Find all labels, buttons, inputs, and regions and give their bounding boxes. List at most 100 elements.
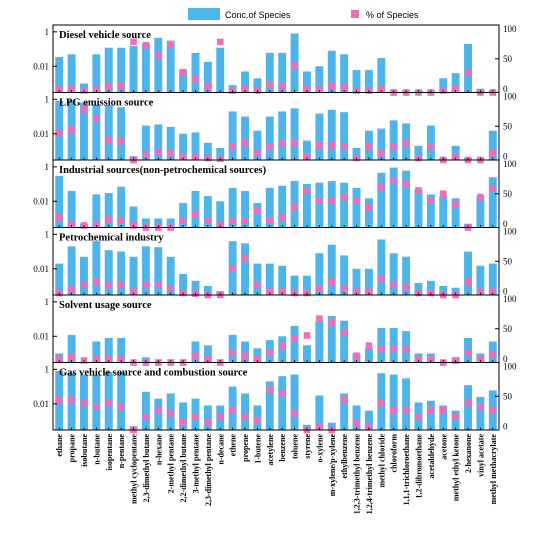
pct-marker-n-hexane — [155, 148, 162, 156]
right-tick-label: 0 — [503, 152, 508, 162]
bar-propane: propane: 0.05 — [67, 54, 76, 93]
pct-marker-m-xylene-p-xylene — [328, 82, 336, 90]
bar-o-xylene: o-xylene: 0.01 — [315, 66, 324, 93]
bar-3-methyl-pentane: 3-methyl pentane: 0.06 — [191, 52, 200, 93]
pct-marker-propane — [68, 220, 75, 228]
pct-marker-2-3-dimethyl-pentane — [204, 355, 212, 363]
panel-2: ethane: 0.8propane: 0.9isobutane: 0.65n-… — [33, 92, 517, 164]
pct-marker-isopentane — [105, 355, 113, 363]
bar-benzene: benzene: 0.06 — [278, 52, 287, 93]
pct-marker-benzene — [278, 288, 286, 295]
pct-marker-3-methyl-pentane — [192, 210, 199, 218]
panel-4: ethane: 0.02propane: 0.2 isobutane: 0.05 n… — [33, 227, 517, 299]
bar-styrene: styrene: 0.005 — [303, 71, 311, 93]
panel-5: ethane: 0.001propane: 0.012isobutane: 0.… — [33, 294, 517, 366]
pct-marker-styrene — [303, 332, 311, 339]
pct-marker-1-2-4-trimethyl-benzene — [365, 288, 373, 295]
bar-vinyl-acetate: vinyl acetate: 0.015 — [476, 265, 485, 295]
bar-styrene: styrene: 0.003 — [303, 345, 311, 363]
pct-marker-n-pentane — [117, 217, 125, 225]
left-tick-label: 1 — [45, 297, 50, 307]
category-label-1-2-3-trimethyl-benzene: 1,2,3-trimethyl benzene — [353, 434, 362, 515]
legend-marker-swatch — [351, 10, 359, 18]
category-label-toluene: toluene — [291, 434, 300, 459]
bar-2-methyl-pentane: 2-methyl pentane: 0.3 — [166, 40, 175, 93]
category-label-n-hexane: n-hexane — [154, 434, 163, 466]
category-label-chloroform: chloroform — [390, 434, 399, 473]
pct-marker-propene — [241, 85, 249, 93]
pct-marker-chloroform — [390, 281, 397, 289]
pct-marker-methyl-ethyl-ketone — [452, 153, 459, 160]
pct-marker-2-hexanone — [464, 278, 472, 285]
pct-marker-ethene — [229, 143, 236, 150]
pct-marker-methyl-methacrylate — [489, 406, 497, 414]
pct-marker-1-2-4-trimethyl-benzene — [365, 203, 373, 211]
pct-marker-propane — [68, 353, 75, 361]
pct-marker-1-2-dibromoethane — [415, 187, 422, 194]
bar-2-methyl-pentane: 2-methyl pentane: 0.025 — [166, 126, 175, 160]
pct-marker-vinyl-acetate — [477, 355, 484, 363]
right-tick-label: 50 — [503, 121, 513, 131]
bar-benzene: benzene: 0.01 — [278, 336, 287, 363]
pct-marker-1-1-1-trichloroethane — [402, 345, 410, 353]
bar-n-butane: n-butane: 0.5 — [92, 374, 101, 430]
bar-toluene: toluene: 0.3 — [290, 108, 299, 160]
bar-n-pentane: n-pentane: 0.12 — [117, 47, 126, 93]
bar-vinyl-acetate: vinyl acetate: 0.025 — [476, 396, 485, 430]
pct-marker-o-xylene — [316, 141, 323, 149]
category-label-vinyl-acetate: vinyl acetate — [476, 434, 485, 477]
category-label-1-2-dibromoethane: 1,2-dibromoethane — [414, 434, 423, 499]
pct-marker-1-2-3-trimethyl-benzene — [353, 288, 360, 295]
panel-title: Petrochemical industry — [59, 233, 164, 244]
bar-n-pentane: n-pentane: 0.35 — [117, 107, 126, 160]
pct-marker-2-2-dimethyl-butane — [179, 217, 187, 225]
bar-styrene: styrene: 0.004 — [303, 140, 311, 160]
bar-n-butane: n-butane: 0.4 — [92, 241, 101, 295]
pct-marker-1-2-dibromoethane — [415, 355, 422, 363]
bar-isopentane: isopentane: 0.12 — [104, 47, 113, 93]
bar-methyl-chloride: methyl chloride: 0.5 — [377, 239, 386, 295]
bar-1-1-1-trichloroethane: 1,1,1-trichloroethane: 0.6 — [402, 170, 411, 228]
pct-marker-m-xylene-p-xylene — [328, 278, 336, 285]
pct-marker-acetone — [439, 190, 447, 198]
pct-marker-n-butane — [93, 403, 100, 410]
bar-styrene: styrene: 0.004 — [303, 275, 311, 295]
bar-1-2-3-trimethyl-benzene: 1,2,3-trimethyl benzene: 0.0015 — [352, 147, 361, 160]
pct-marker-methyl-ethyl-ketone — [452, 413, 459, 420]
pct-marker-toluene — [291, 62, 298, 69]
category-label-propane: propane — [68, 434, 77, 463]
right-tick-label: 100 — [503, 92, 517, 102]
pct-marker-acetylene — [266, 81, 274, 88]
pct-marker-methyl-ethyl-ketone — [452, 200, 459, 208]
bar-methyl-cyclopentane: methyl cyclopentane: 0.05 — [129, 256, 138, 295]
panel-title: Industrial sources(non-petrochemical sou… — [59, 165, 267, 176]
bar-acetaldehyde: acetaldehyde: 0.025 — [426, 194, 435, 228]
category-label-acetone: acetone — [439, 434, 448, 460]
pct-marker-o-xylene — [316, 197, 323, 204]
bar-propene: propene: 0.04 — [241, 393, 249, 430]
bar-m-xylene-p-xylene: m-xylene/p-xylene: 0.25 — [327, 109, 336, 160]
pct-marker-1-2-dibromoethane — [415, 413, 422, 420]
pct-marker-1-2-4-trimethyl-benzene — [365, 143, 373, 150]
bar-1-2-4-trimethyl-benzene: 1,2,4-trimethyl benzene: 0.002 — [364, 348, 373, 363]
pct-marker-propene — [241, 352, 249, 360]
right-tick-label: 50 — [503, 391, 513, 401]
right-tick-label: 50 — [503, 54, 513, 64]
pct-marker-methyl-methacrylate — [489, 288, 497, 295]
pct-marker-ethane — [55, 355, 63, 363]
bar-2-methyl-pentane: 2-methyl pentane: 0.05 — [166, 256, 175, 295]
bar-acetylene: acetylene: 0.1 — [265, 116, 274, 160]
bar-o-xylene: o-xylene: 0.03 — [315, 395, 324, 430]
bar-3-methyl-pentane: 3-methyl pentane: 0.002 — [191, 280, 200, 295]
bar-methyl-ethyl-ketone: methyl ethyl ketone: 0.004 — [451, 73, 460, 93]
pct-marker-3-methyl-pentane — [192, 352, 199, 360]
right-tick-label: 100 — [503, 159, 517, 169]
bar-chloroform: chloroform: 0.03 — [389, 328, 398, 363]
category-label-ethane: ethane — [55, 434, 64, 457]
bar-1-2-dibromoethane: 1,2-dibromoethane: 0.002 — [414, 145, 423, 160]
pct-marker-1-butene — [254, 416, 261, 424]
pct-marker-2-3-dimethyl-pentane — [204, 418, 212, 426]
bar-2-3-dimethyl-pentane: 2,3-dimethyl pentane: 0.008 — [203, 405, 212, 430]
pct-marker-methyl-methacrylate — [489, 351, 497, 358]
